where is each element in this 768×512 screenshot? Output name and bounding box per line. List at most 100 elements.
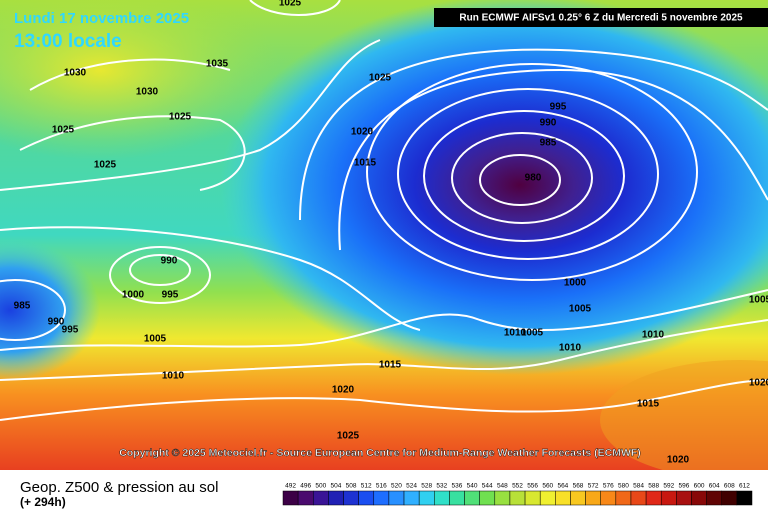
colorbar-cell — [555, 490, 571, 506]
colorbar-label: 552 — [512, 483, 523, 490]
colorbar-label: 584 — [633, 483, 644, 490]
colorbar-cell — [585, 490, 601, 506]
colorbar-cell — [600, 490, 617, 506]
colorbar-cell — [630, 490, 647, 506]
colorbar-label: 512 — [361, 483, 372, 490]
isobar-label: 1020 — [351, 127, 374, 138]
isobar-label: 1030 — [136, 87, 159, 98]
isobars — [0, 0, 768, 420]
colorbar-label: 508 — [346, 483, 357, 490]
colorbar-label: 596 — [678, 483, 689, 490]
isobar-label: 1025 — [369, 73, 392, 84]
colorbar-cell — [479, 490, 496, 506]
colorbar-label: 520 — [391, 483, 402, 490]
field-high — [0, 0, 280, 160]
forecast-date: Lundi 17 novembre 2025 — [14, 10, 189, 27]
colorbar-label: 608 — [724, 483, 735, 490]
colorbar-cell — [736, 490, 753, 506]
isobar-label: 990 — [48, 317, 65, 328]
colorbar-label: 564 — [557, 483, 568, 490]
colorbar-cell — [691, 490, 707, 506]
run-box — [434, 8, 768, 27]
isobar — [0, 279, 66, 341]
isobar — [0, 379, 768, 421]
isobar-label: 1030 — [64, 68, 87, 79]
colorbar-cell — [706, 490, 722, 506]
isobar-label: 1025 — [94, 160, 117, 171]
colorbar-label: 568 — [573, 483, 584, 490]
colorbar-label: 580 — [618, 483, 629, 490]
isobar-label: 1035 — [206, 59, 229, 70]
colorbar-cell — [494, 490, 511, 506]
isobar-label: 1000 — [564, 278, 587, 289]
isobar-label: 980 — [525, 173, 542, 184]
isobar-label: 1005 — [144, 334, 167, 345]
isobar-label: 990 — [540, 118, 557, 129]
colorbar-label: 516 — [376, 483, 387, 490]
isobar-label: 1025 — [337, 431, 360, 442]
isobar-label: 1005 — [569, 304, 592, 315]
colorbar-label: 492 — [285, 483, 296, 490]
colorbar-cell — [297, 490, 314, 506]
colorbar-label: 528 — [421, 483, 432, 490]
isobar — [0, 289, 768, 351]
colorbar-cell — [676, 490, 692, 506]
isobar-label: 985 — [14, 301, 31, 312]
isobar — [451, 132, 593, 224]
colorbar-cell — [358, 490, 375, 506]
isobar — [299, 48, 768, 221]
colorbar-label: 504 — [331, 483, 342, 490]
colorbar-label: 524 — [406, 483, 417, 490]
isobar — [19, 115, 246, 191]
isobar — [397, 88, 659, 260]
isobar — [0, 319, 768, 381]
isobar-label: 1005 — [521, 328, 544, 339]
isobar-label: 1015 — [379, 360, 402, 371]
isobar-label: 1025 — [52, 125, 75, 136]
copyright: Copyright © 2025 Meteociel.fr - Source E… — [119, 447, 641, 459]
colorbar-cell — [524, 490, 541, 506]
isobar — [129, 254, 191, 286]
colorbar-cell — [313, 490, 329, 506]
isobar — [0, 39, 381, 191]
colorbar-label: 540 — [467, 483, 478, 490]
map-area: 1025 1035 1030 1030 1025 1025 1025 1025 1020 1015… — [0, 0, 768, 480]
colorbar-cell — [434, 490, 450, 506]
colorbar-label: 500 — [315, 483, 326, 490]
colorbar-label: 544 — [482, 483, 493, 490]
isobar-label: 1025 — [169, 112, 192, 123]
colorbar-cell — [464, 490, 480, 506]
footer: Geop. Z500 & pression au sol (+ 294h) 49… — [0, 470, 768, 512]
colorbar-label: 548 — [497, 483, 508, 490]
colorbar-cell — [388, 490, 405, 506]
colorbar-cell — [645, 490, 662, 506]
colorbar-cell — [449, 490, 465, 506]
colorbar-cell — [539, 490, 556, 506]
isobar — [366, 63, 698, 281]
isobar-label: 985 — [540, 138, 557, 149]
isobar-label: 1010 — [559, 343, 582, 354]
colorbar-label: 532 — [436, 483, 447, 490]
footer-lead: (+ 294h) — [20, 495, 66, 509]
isobar-label: 1020 — [667, 455, 690, 466]
colorbar-label: 556 — [527, 483, 538, 490]
colorbar: 492 496 500 504 508 512 516 520 524 528 532 536 540 5… — [282, 483, 753, 506]
colorbar-cell — [328, 490, 344, 506]
isobar-label: 1015 — [354, 158, 377, 169]
forecast-time: 13:00 locale — [14, 31, 122, 52]
isobar-label: 1010 — [642, 330, 665, 341]
isobar-label: 1020 — [749, 378, 768, 389]
colorbar-label: 604 — [709, 483, 720, 490]
colorbar-cell — [343, 490, 359, 506]
colorbar-label: 600 — [694, 483, 705, 490]
colorbar-cell — [721, 490, 738, 506]
footer-title: Geop. Z500 & pression au sol — [20, 479, 218, 496]
colorbar-cell — [282, 490, 299, 506]
isobar — [338, 68, 768, 251]
isobar-label: 1000 — [122, 290, 145, 301]
colorbar-label: 612 — [739, 483, 750, 490]
colorbar-cell — [660, 490, 677, 506]
isobar — [479, 154, 561, 206]
isobar-label: 995 — [550, 102, 567, 113]
